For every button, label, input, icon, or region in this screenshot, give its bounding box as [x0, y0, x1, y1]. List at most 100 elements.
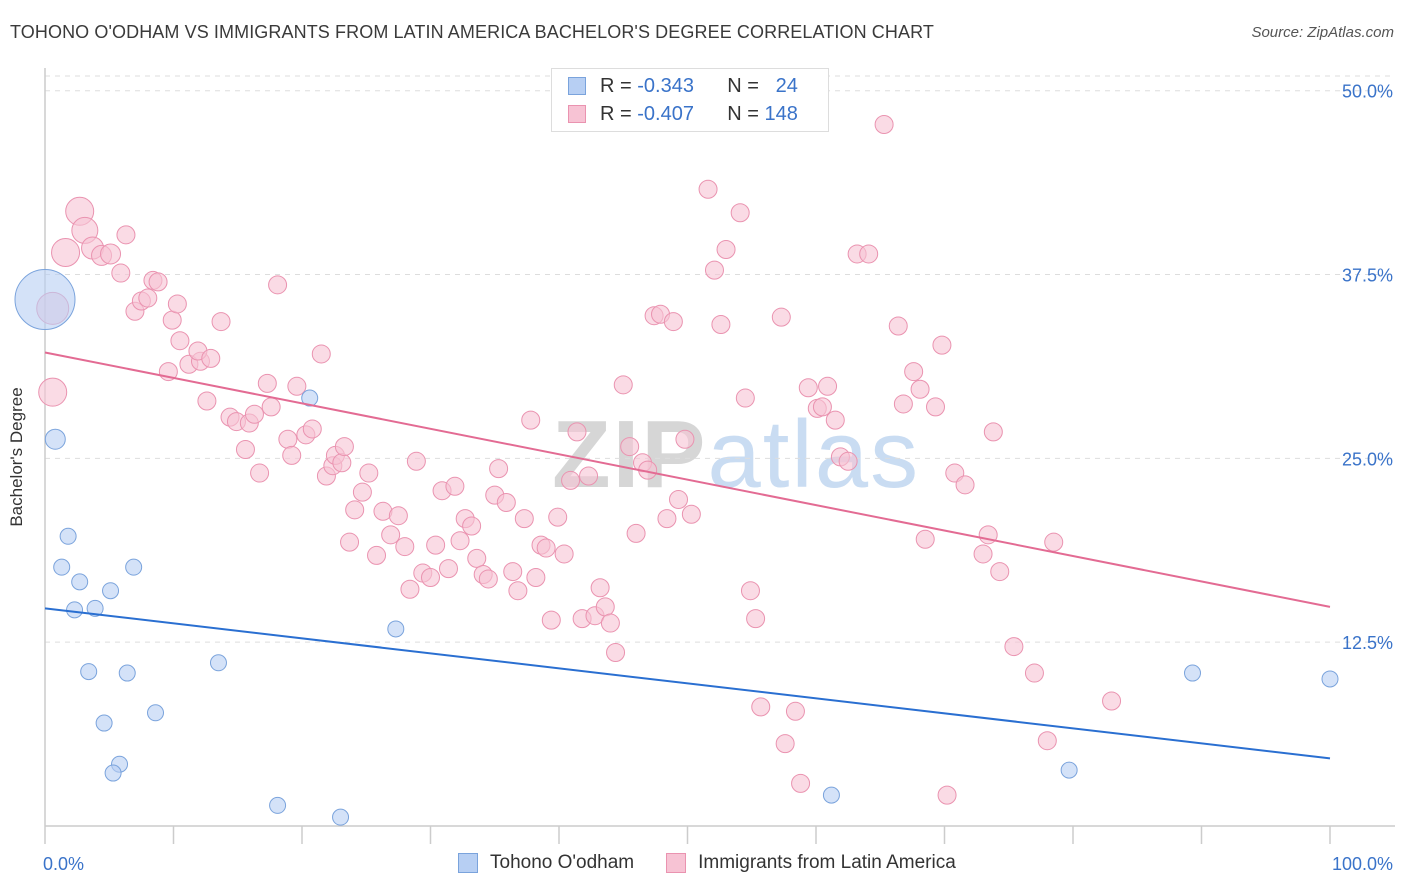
latin-america-point: [282, 445, 302, 465]
latin-america-point: [771, 307, 791, 327]
y-tick-label: 37.5%: [1342, 266, 1393, 286]
legend-swatch-pink: [568, 105, 586, 123]
tohono-point: [1184, 664, 1202, 682]
latin-america-point: [600, 613, 620, 633]
latin-america-point: [311, 344, 331, 364]
latin-america-point: [775, 734, 795, 754]
latin-america-point: [735, 388, 755, 408]
latin-america-point: [567, 422, 587, 442]
source-label: Source: ZipAtlas.com: [1251, 24, 1394, 41]
latin-america-point: [489, 459, 509, 479]
tohono-point: [269, 796, 287, 814]
latin-america-point: [973, 544, 993, 564]
latin-america-point: [111, 263, 131, 283]
latin-america-point: [406, 451, 426, 471]
y-tick-label: 25.0%: [1342, 449, 1393, 469]
latin-america-point: [503, 562, 523, 582]
latin-america-point: [740, 581, 760, 601]
legend-r-value: -0.407: [637, 102, 694, 125]
tohono-point: [1321, 670, 1339, 688]
latin-america-point: [514, 509, 534, 529]
latin-america-point: [812, 397, 832, 417]
latin-america-point: [257, 373, 277, 393]
latin-america-trend-line: [44, 351, 1331, 608]
latin-america-point: [1044, 532, 1064, 552]
latin-america-point: [1004, 637, 1024, 657]
latin-america-point: [138, 288, 158, 308]
tohono-point: [332, 808, 350, 826]
latin-america-point: [250, 463, 270, 483]
tohono-point: [104, 764, 122, 782]
latin-america-point: [302, 419, 322, 439]
latin-america-point: [526, 567, 546, 587]
tohono-point: [1060, 761, 1078, 779]
latin-america-point: [426, 535, 446, 555]
latin-america-point: [1024, 663, 1044, 683]
latin-america-point: [244, 404, 264, 424]
latin-america-point: [400, 579, 420, 599]
latin-america-point: [746, 609, 766, 629]
latin-america-point: [626, 523, 646, 543]
latin-america-point: [521, 410, 541, 430]
latin-america-point: [162, 310, 182, 330]
correlation-legend: R = -0.343 N = 24 R = -0.407 N = 148: [551, 68, 829, 132]
y-axis-label: Bachelor's Degree: [7, 387, 26, 527]
latin-america-point: [716, 240, 736, 260]
tohono-point: [44, 428, 66, 450]
legend-row-tohono: R = -0.343 N = 24: [568, 73, 798, 99]
latin-america-point: [606, 642, 626, 662]
latin-america-point: [657, 509, 677, 529]
latin-america-point: [698, 179, 718, 199]
latin-america-point: [536, 538, 556, 558]
latin-america-point: [340, 532, 360, 552]
latin-america-point: [359, 463, 379, 483]
legend-n-label: N =: [727, 74, 759, 97]
latin-america-point: [825, 410, 845, 430]
latin-america-point: [332, 453, 352, 473]
latin-america-point: [730, 203, 750, 223]
legend-n-value: 148: [764, 102, 798, 125]
latin-america-point: [345, 500, 365, 520]
latin-america-point: [438, 559, 458, 579]
latin-america-point: [261, 397, 281, 417]
series-legend: Tohono O'odham Immigrants from Latin Ame…: [458, 852, 956, 874]
tohono-point: [387, 620, 405, 638]
latin-america-point: [888, 316, 908, 336]
latin-america-point: [496, 492, 516, 512]
latin-america-point: [100, 243, 122, 265]
tohono-point: [14, 269, 76, 331]
latin-america-point: [613, 375, 633, 395]
latin-america-point: [859, 244, 879, 264]
latin-america-point: [620, 437, 640, 457]
tohono-point: [118, 664, 136, 682]
tohono-point: [301, 389, 319, 407]
latin-america-point: [541, 610, 561, 630]
latin-america-point: [395, 537, 415, 557]
latin-america-point: [669, 490, 689, 510]
latin-america-point: [915, 529, 935, 549]
latin-america-point: [1037, 731, 1057, 751]
latin-america-point: [785, 701, 805, 721]
tohono-point: [95, 714, 113, 732]
tohono-point: [102, 582, 120, 600]
legend-swatch-pink: [666, 853, 687, 873]
y-tick-label: 12.5%: [1342, 633, 1393, 653]
latin-america-point: [561, 470, 581, 490]
latin-america-point: [893, 394, 913, 414]
legend-n-value: 24: [775, 74, 798, 97]
latin-america-point: [268, 275, 288, 295]
x-tick-label: 0.0%: [43, 854, 84, 874]
latin-america-point: [388, 506, 408, 526]
legend-label-tohono: Tohono O'odham: [490, 852, 635, 873]
latin-america-point: [51, 237, 81, 267]
latin-america-point: [478, 569, 498, 589]
latin-america-point: [197, 391, 217, 411]
latin-america-point: [445, 476, 465, 496]
latin-america-point: [352, 482, 372, 502]
latin-america-point: [450, 531, 470, 551]
latin-america-point: [704, 260, 724, 280]
latin-america-point: [548, 507, 568, 527]
tohono-point: [53, 558, 71, 576]
x-tick-label: 100.0%: [1332, 854, 1393, 874]
